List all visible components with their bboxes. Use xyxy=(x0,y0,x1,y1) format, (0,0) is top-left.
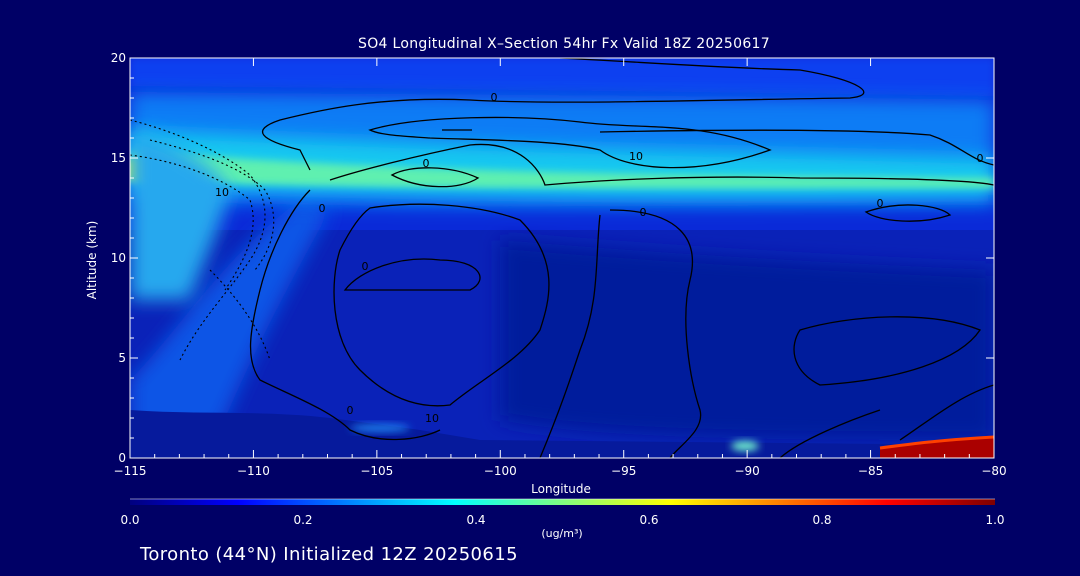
colorbar-tick-label: 0.8 xyxy=(812,513,831,527)
y-tick-label: 15 xyxy=(111,151,126,165)
contour-label: 10 xyxy=(215,186,229,199)
x-tick-label: −85 xyxy=(858,464,883,478)
contour-labels: 0 0 0 0 0 0 0 0 10 10 10 xyxy=(215,91,984,425)
contour-label: 0 xyxy=(491,91,498,104)
contour-label: 0 xyxy=(362,260,369,273)
contour-lines xyxy=(249,58,994,458)
colorbar-tick-label: 0.4 xyxy=(466,513,485,527)
chart-title: SO4 Longitudinal X–Section 54hr Fx Valid… xyxy=(358,36,770,52)
contour-label: 0 xyxy=(319,202,326,215)
colorbar-tick-label: 1.0 xyxy=(985,513,1004,527)
colorbar-tick-label: 0.0 xyxy=(120,513,139,527)
y-tick-label: 0 xyxy=(118,451,126,465)
y-axis: 0 5 10 15 20 xyxy=(111,51,994,465)
colorbar: 0.0 0.2 0.4 0.6 0.8 1.0 xyxy=(120,498,1005,527)
contour-label: 10 xyxy=(425,412,439,425)
colorbar-tick-label: 0.6 xyxy=(639,513,658,527)
x-tick-label: −80 xyxy=(981,464,1006,478)
colorbar-unit: (ug/m³) xyxy=(541,527,583,540)
contour-label: 0 xyxy=(977,152,984,165)
x-axis: −115 −110 −105 −100 −95 −90 −85 −80 xyxy=(114,58,1007,478)
concentration-field xyxy=(130,58,994,458)
footer-caption: Toronto (44°N) Initialized 12Z 20250615 xyxy=(140,544,518,565)
contour-label: 0 xyxy=(347,404,354,417)
y-tick-label: 5 xyxy=(118,351,126,365)
x-axis-label: Longitude xyxy=(531,482,591,496)
x-tick-label: −90 xyxy=(734,464,759,478)
colorbar-tick-label: 0.2 xyxy=(293,513,312,527)
x-tick-label: −95 xyxy=(611,464,636,478)
dotted-contours xyxy=(130,119,275,361)
contour-label: 10 xyxy=(629,150,643,163)
contour-label: 0 xyxy=(423,157,430,170)
x-tick-label: −100 xyxy=(484,464,517,478)
x-tick-label: −115 xyxy=(114,464,147,478)
contour-label: 0 xyxy=(877,197,884,210)
colorbar-gradient xyxy=(130,499,995,505)
y-tick-label: 10 xyxy=(111,251,126,265)
x-tick-label: −110 xyxy=(237,464,270,478)
x-tick-label: −105 xyxy=(360,464,393,478)
contour-label: 0 xyxy=(640,206,647,219)
y-tick-label: 20 xyxy=(111,51,126,65)
